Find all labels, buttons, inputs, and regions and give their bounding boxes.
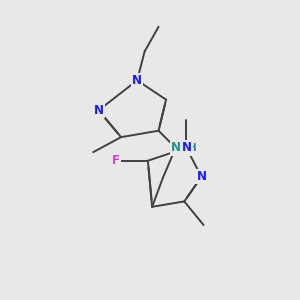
Text: F: F	[112, 154, 120, 167]
Text: N: N	[196, 170, 206, 183]
Text: N: N	[171, 141, 181, 154]
Text: H: H	[188, 143, 197, 153]
Text: N: N	[132, 74, 142, 87]
Text: N: N	[94, 104, 103, 117]
Text: N: N	[182, 141, 191, 154]
